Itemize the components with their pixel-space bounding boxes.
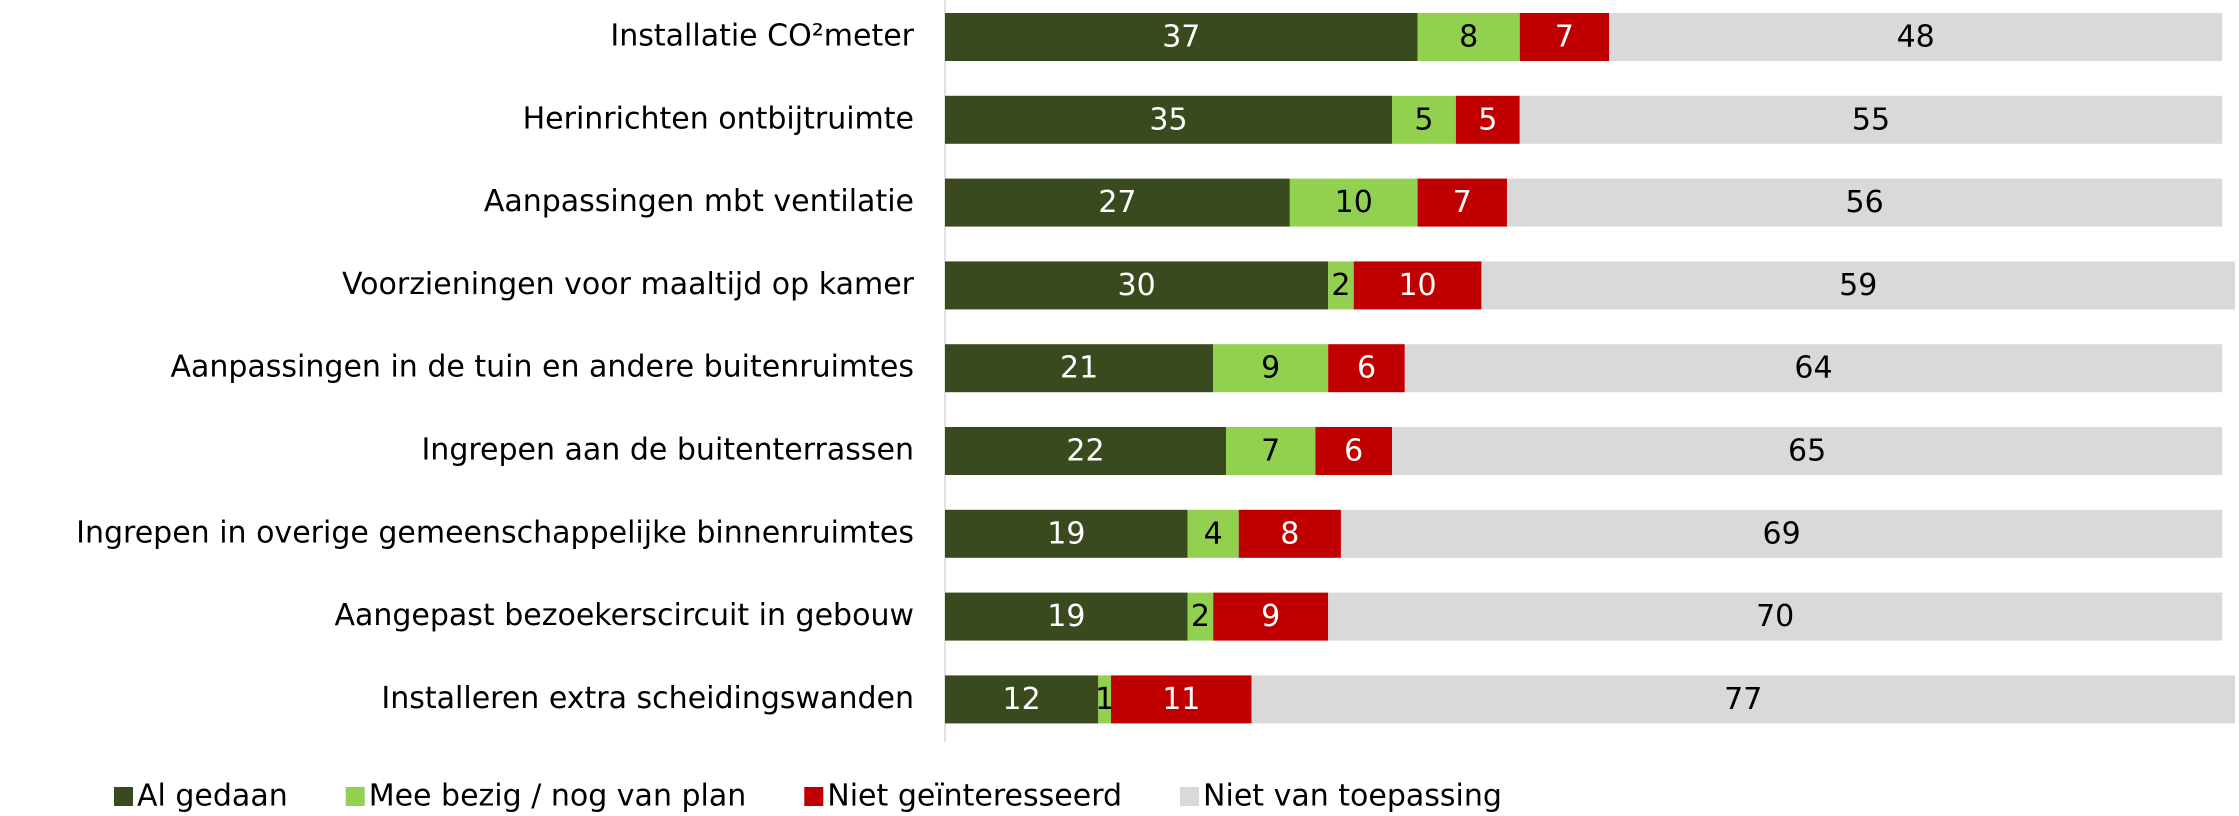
bar-segment	[1187, 592, 1214, 641]
bar-segment	[1392, 95, 1456, 144]
bar-segment	[945, 592, 1188, 641]
data-label: 1	[1095, 682, 1114, 717]
bar-segment	[1353, 261, 1482, 310]
bar-segment	[1315, 427, 1393, 475]
data-label: 37	[1162, 20, 1200, 55]
data-label: 48	[1897, 20, 1935, 55]
data-label: 65	[1788, 434, 1826, 469]
data-label: 6	[1344, 434, 1363, 469]
data-label: 9	[1261, 599, 1280, 634]
data-label: 7	[1555, 20, 1574, 55]
bar-segment	[1481, 261, 2235, 310]
category-label: Aanpassingen mbt ventilatie	[484, 184, 914, 219]
bar-segment	[1328, 592, 2223, 641]
bar-segment	[1417, 13, 1520, 61]
bar-segment	[1340, 509, 2223, 558]
data-label: 12	[1003, 682, 1041, 717]
bar-segment	[1455, 95, 1520, 144]
data-label: 10	[1335, 185, 1373, 220]
data-label: 64	[1794, 351, 1832, 386]
bar-segment	[1417, 178, 1507, 227]
category-label: Installeren extra scheidingswanden	[381, 681, 914, 716]
data-label: 7	[1453, 185, 1472, 220]
bar-segment	[945, 261, 1329, 310]
data-label: 6	[1357, 351, 1376, 386]
legend-label: Mee bezig / nog van plan	[369, 779, 747, 814]
bar-segment	[1251, 675, 2235, 724]
data-label: 2	[1191, 599, 1210, 634]
legend-label: Niet van toepassing	[1203, 779, 1502, 814]
data-label: 5	[1414, 102, 1433, 137]
data-label: 27	[1098, 185, 1136, 220]
data-label: 30	[1117, 268, 1155, 303]
bar-segment	[1225, 427, 1316, 475]
bar-segment	[945, 178, 1290, 227]
legend-swatch	[345, 787, 365, 806]
category-label: Aangepast bezoekerscircuit in gebouw	[334, 598, 914, 633]
data-label: 5	[1478, 102, 1497, 137]
bar-segment	[945, 509, 1188, 558]
bar-segment	[1519, 95, 2223, 144]
legend-label: Al gedaan	[137, 779, 288, 814]
bar-segment	[1328, 261, 1354, 310]
data-label: 69	[1762, 516, 1800, 551]
bar-segment	[1609, 13, 2223, 61]
bar-segment	[1392, 427, 2223, 475]
data-label: 21	[1060, 351, 1098, 386]
data-label: 19	[1047, 599, 1085, 634]
legend-label: Niet geïnteresseerd	[827, 779, 1122, 814]
bar-segment	[1506, 178, 2223, 227]
bar-segment	[1289, 178, 1418, 227]
data-label: 11	[1162, 682, 1200, 717]
data-label: 7	[1261, 434, 1280, 469]
legend-swatch	[114, 787, 133, 806]
bar-segment	[1519, 13, 1610, 61]
category-label: Voorzieningen voor maaltijd op kamer	[342, 267, 915, 302]
bar-segment	[1098, 675, 1112, 724]
category-label: Ingrepen aan de buitenterrassen	[421, 433, 914, 468]
data-label: 2	[1331, 268, 1350, 303]
data-label: 8	[1280, 516, 1299, 551]
legend-swatch	[804, 787, 824, 806]
data-label: 22	[1066, 434, 1104, 469]
bar-segment	[945, 13, 1418, 61]
data-label: 8	[1459, 20, 1478, 55]
bar-segment	[1187, 509, 1239, 558]
bar-segment	[945, 427, 1226, 475]
data-label: 77	[1724, 682, 1762, 717]
data-label: 9	[1261, 351, 1280, 386]
data-label: 56	[1846, 185, 1884, 220]
category-label: Aanpassingen in de tuin en andere buiten…	[170, 350, 914, 385]
data-label: 70	[1756, 599, 1794, 634]
bar-segment	[945, 344, 1214, 393]
category-label: Installatie CO²meter	[610, 19, 914, 54]
bar-segment	[945, 95, 1393, 144]
data-label: 59	[1839, 268, 1877, 303]
legend-swatch	[1180, 787, 1200, 806]
data-label: 4	[1204, 516, 1223, 551]
bar-segment	[1404, 344, 2223, 393]
bar-segment	[1238, 509, 1341, 558]
bar-segment	[1213, 592, 1329, 641]
data-label: 55	[1852, 102, 1890, 137]
data-label: 19	[1047, 516, 1085, 551]
bar-segment	[1213, 344, 1329, 393]
bar-segment	[1111, 675, 1252, 724]
bar-segment	[1328, 344, 1405, 393]
bar-segment	[945, 675, 1099, 724]
category-label: Herinrichten ontbijtruimte	[523, 101, 914, 136]
data-label: 35	[1149, 102, 1187, 137]
category-label: Ingrepen in overige gemeenschappelijke b…	[76, 515, 914, 550]
data-label: 10	[1398, 268, 1436, 303]
